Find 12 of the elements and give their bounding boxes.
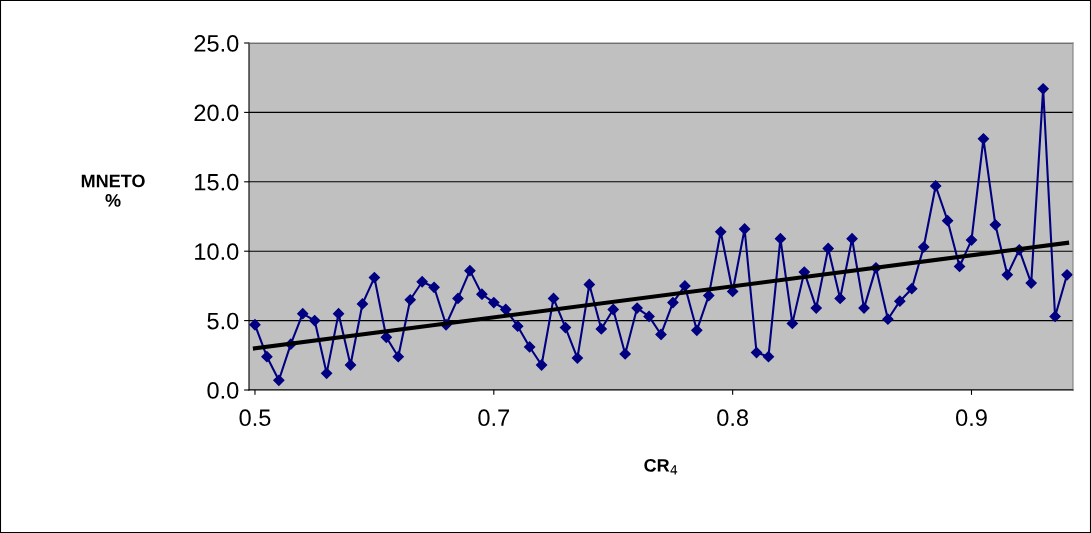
y-tick-label: 20.0 — [194, 104, 239, 122]
y-axis-title: MNETO % — [81, 174, 145, 207]
y-tick-label: 5.0 — [207, 312, 239, 330]
y-tick-label: 10.0 — [195, 243, 239, 260]
x-tick-label: 0.9 — [956, 409, 987, 427]
x-axis-title: CR$_{4}$ — [644, 458, 678, 475]
y-tick-label: 15.0 — [195, 173, 239, 191]
x-tick-label: 0.8 — [717, 409, 749, 427]
y-tick-label: 0.0 — [207, 382, 239, 399]
y-tick-label: 25.0 — [194, 35, 239, 52]
x-tick-label: 0.7 — [478, 409, 510, 427]
x-tick-label: 0.5 — [239, 409, 271, 427]
